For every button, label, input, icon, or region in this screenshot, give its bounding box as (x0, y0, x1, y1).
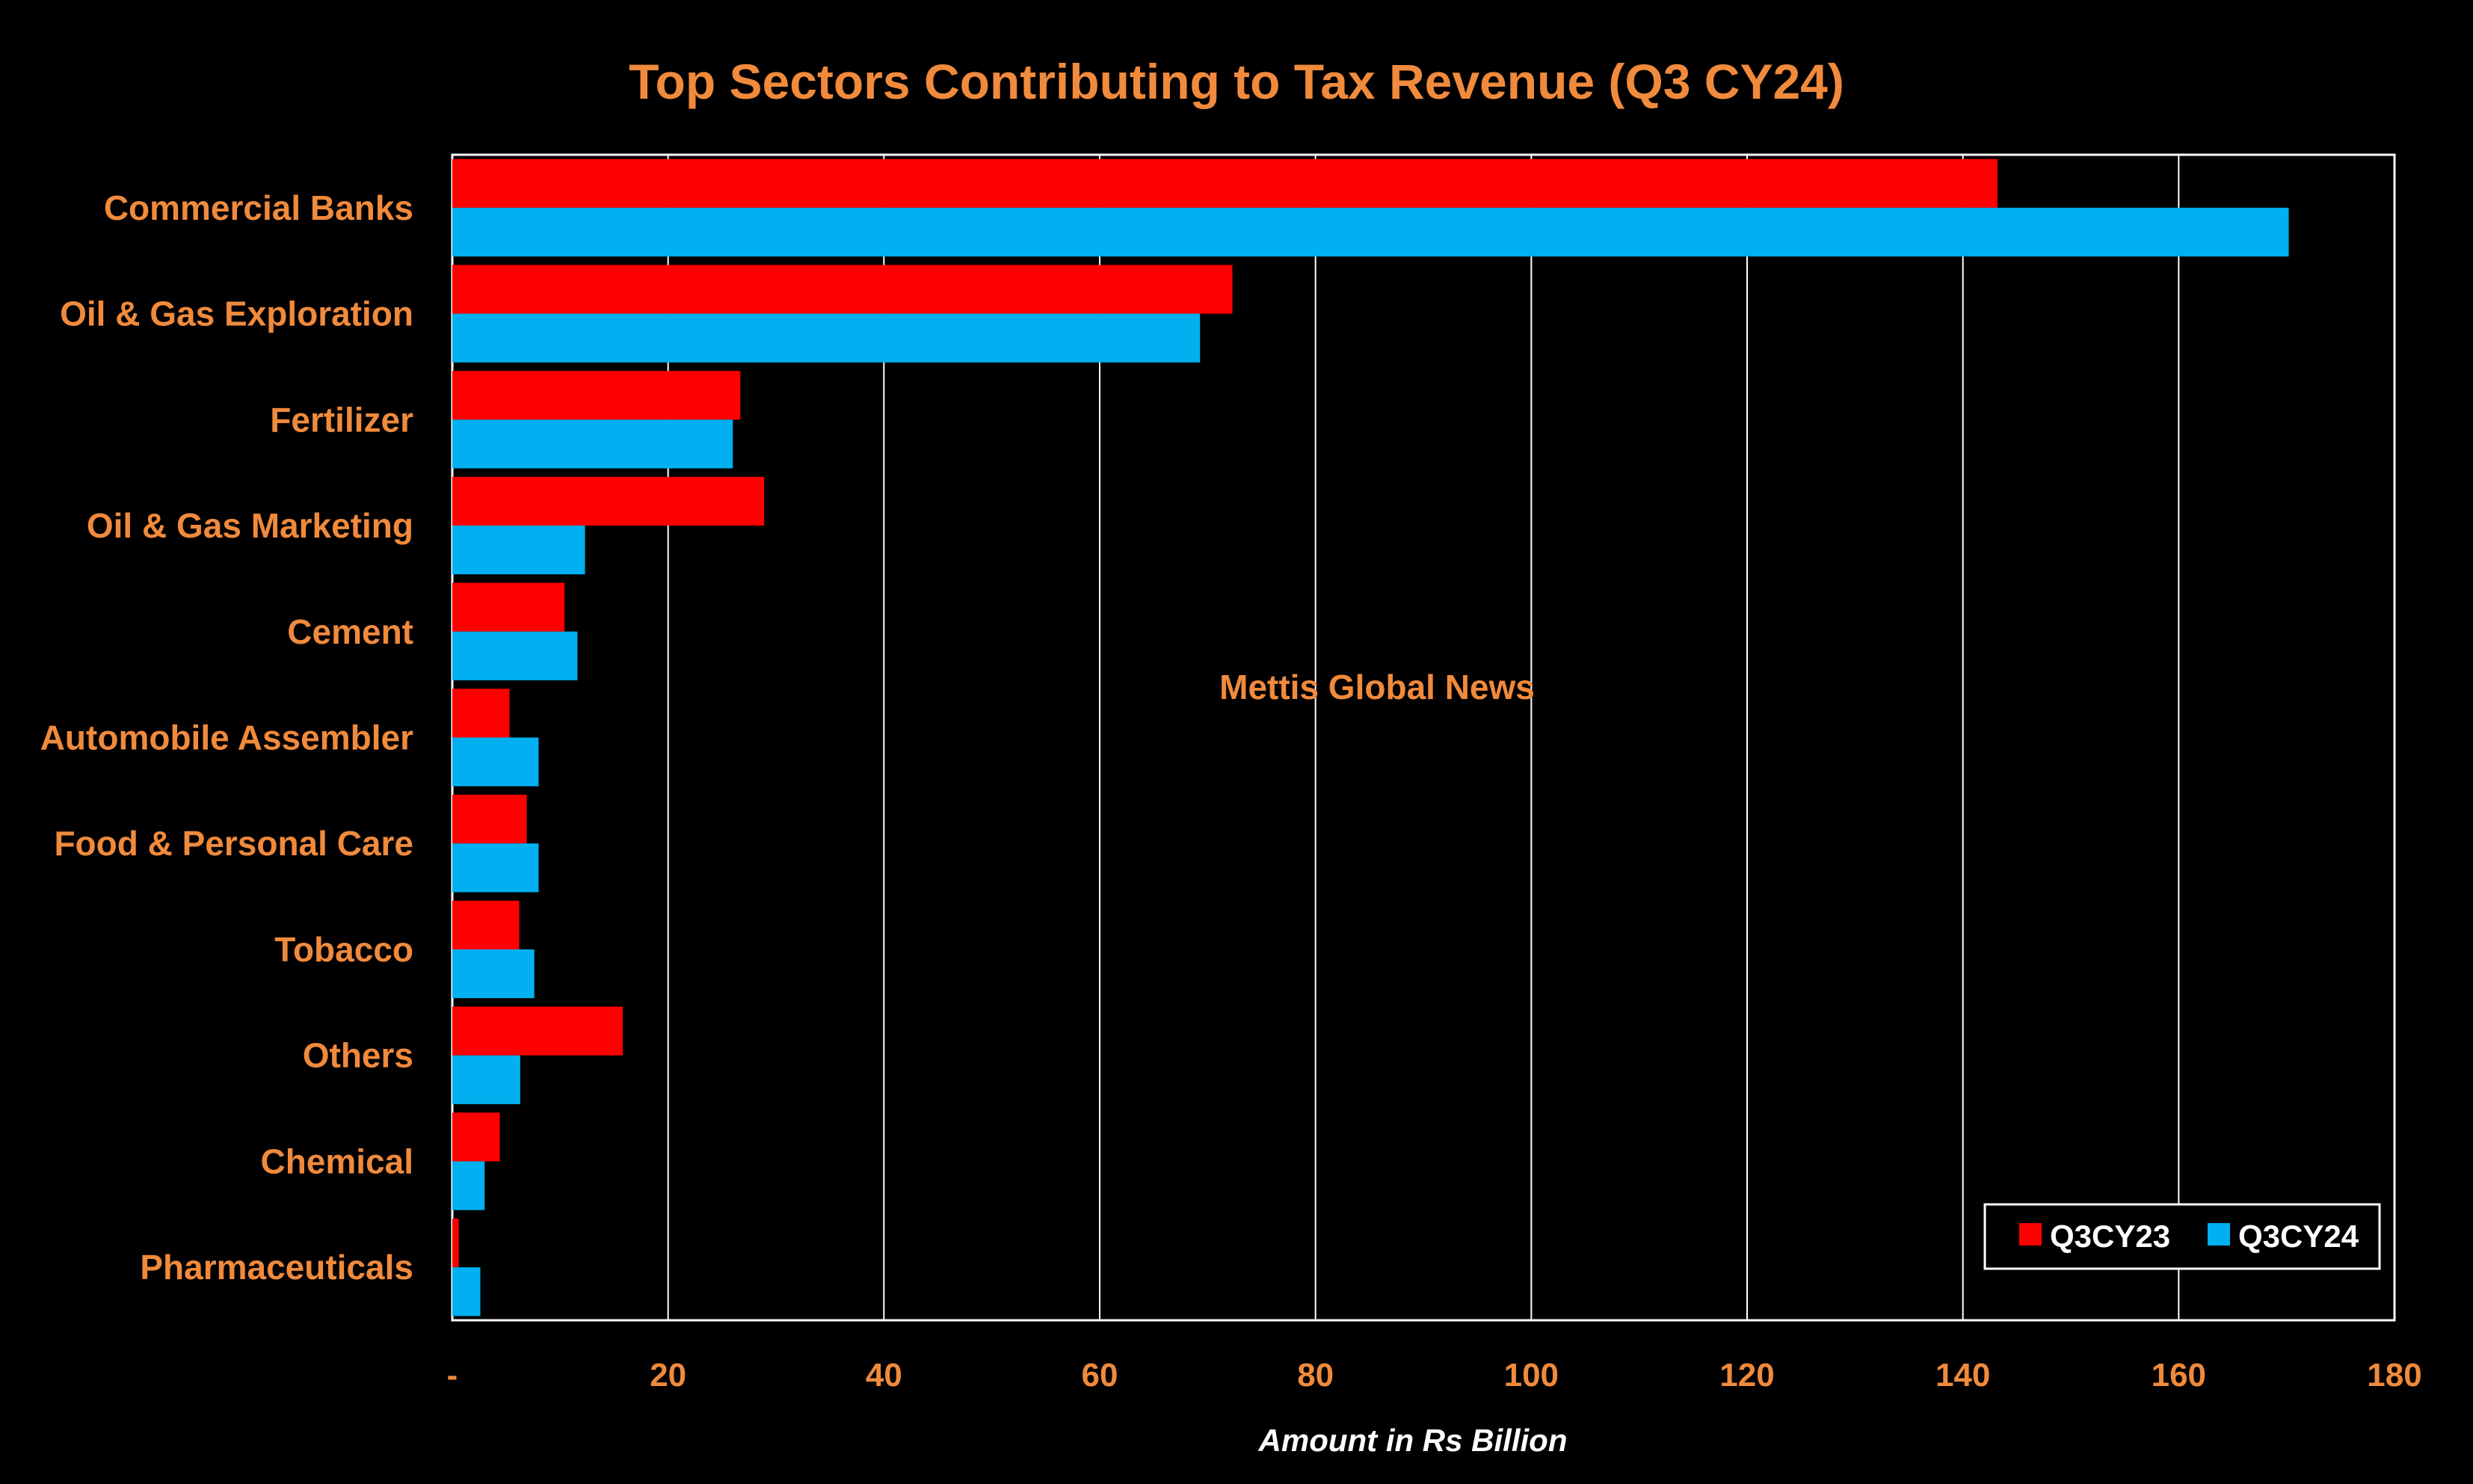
category-label: Fertilizer (270, 400, 413, 439)
bar-q3cy23-8 (452, 1006, 623, 1056)
legend: Q3CY23 Q3CY24 (1983, 1203, 2381, 1270)
category-label: Pharmaceuticals (140, 1248, 413, 1287)
bar-q3cy24-8 (452, 1055, 520, 1104)
bar-q3cy24-9 (452, 1161, 485, 1210)
category-labels: Commercial Banks Oil & Gas Exploration Fer… (40, 188, 413, 1287)
x-tick-label: 160 (2152, 1357, 2206, 1394)
x-tick-label: 60 (1082, 1357, 1118, 1394)
category-label: Tobacco (274, 930, 413, 969)
legend-label-q3cy23: Q3CY23 (2050, 1219, 2170, 1254)
x-tick-label: 120 (1719, 1357, 1774, 1394)
x-tick-label: 140 (1935, 1357, 1990, 1394)
category-label: Commercial Banks (104, 188, 413, 227)
bar-q3cy23-3 (452, 476, 765, 526)
category-label: Oil & Gas Exploration (60, 295, 413, 333)
bar-q3cy23-2 (452, 371, 741, 420)
x-axis-label: Amount in Rs Billion (1258, 1423, 1568, 1458)
bar-q3cy23-6 (452, 795, 527, 844)
bars (452, 158, 2289, 1317)
bar-q3cy23-4 (452, 582, 565, 632)
legend-box (1983, 1203, 2381, 1270)
bar-q3cy24-10 (452, 1267, 481, 1317)
bar-q3cy24-1 (452, 313, 1201, 363)
bar-q3cy24-5 (452, 737, 539, 786)
gridlines (667, 155, 2180, 1320)
category-label: Automobile Assembler (40, 718, 413, 757)
legend-label-q3cy24: Q3CY24 (2238, 1219, 2359, 1254)
bar-q3cy24-7 (452, 949, 535, 999)
category-label: Chemical (260, 1142, 413, 1180)
bar-q3cy23-9 (452, 1112, 500, 1162)
legend-swatch-q3cy23 (2019, 1223, 2042, 1246)
bar-q3cy24-3 (452, 526, 585, 575)
bar-q3cy23-0 (452, 158, 1998, 208)
legend-swatch-q3cy24 (2208, 1223, 2230, 1246)
category-label: Oil & Gas Marketing (87, 506, 413, 545)
x-tick-label: 180 (2367, 1357, 2421, 1394)
bar-q3cy23-1 (452, 265, 1233, 314)
watermark-text: Mettis Global News (1219, 668, 1535, 706)
bar-q3cy23-7 (452, 900, 520, 949)
x-tick-label: 40 (866, 1357, 902, 1394)
category-label: Food & Personal Care (54, 824, 413, 863)
bar-q3cy23-10 (452, 1218, 459, 1268)
bar-q3cy24-0 (452, 207, 2289, 257)
x-tick-label: 80 (1297, 1357, 1334, 1394)
bar-q3cy23-5 (452, 689, 510, 738)
bar-q3cy24-6 (452, 843, 539, 893)
bar-q3cy24-4 (452, 631, 578, 680)
x-tick-label: - (447, 1357, 458, 1394)
category-label: Others (303, 1036, 413, 1075)
bar-q3cy24-2 (452, 419, 733, 469)
x-tick-labels: - 20 40 60 80 100 120 140 160 180 (447, 1357, 2422, 1394)
x-tick-label: 100 (1504, 1357, 1559, 1394)
chart-title: Top Sectors Contributing to Tax Revenue … (629, 54, 1844, 109)
x-tick-label: 20 (650, 1357, 686, 1394)
category-label: Cement (287, 612, 413, 651)
